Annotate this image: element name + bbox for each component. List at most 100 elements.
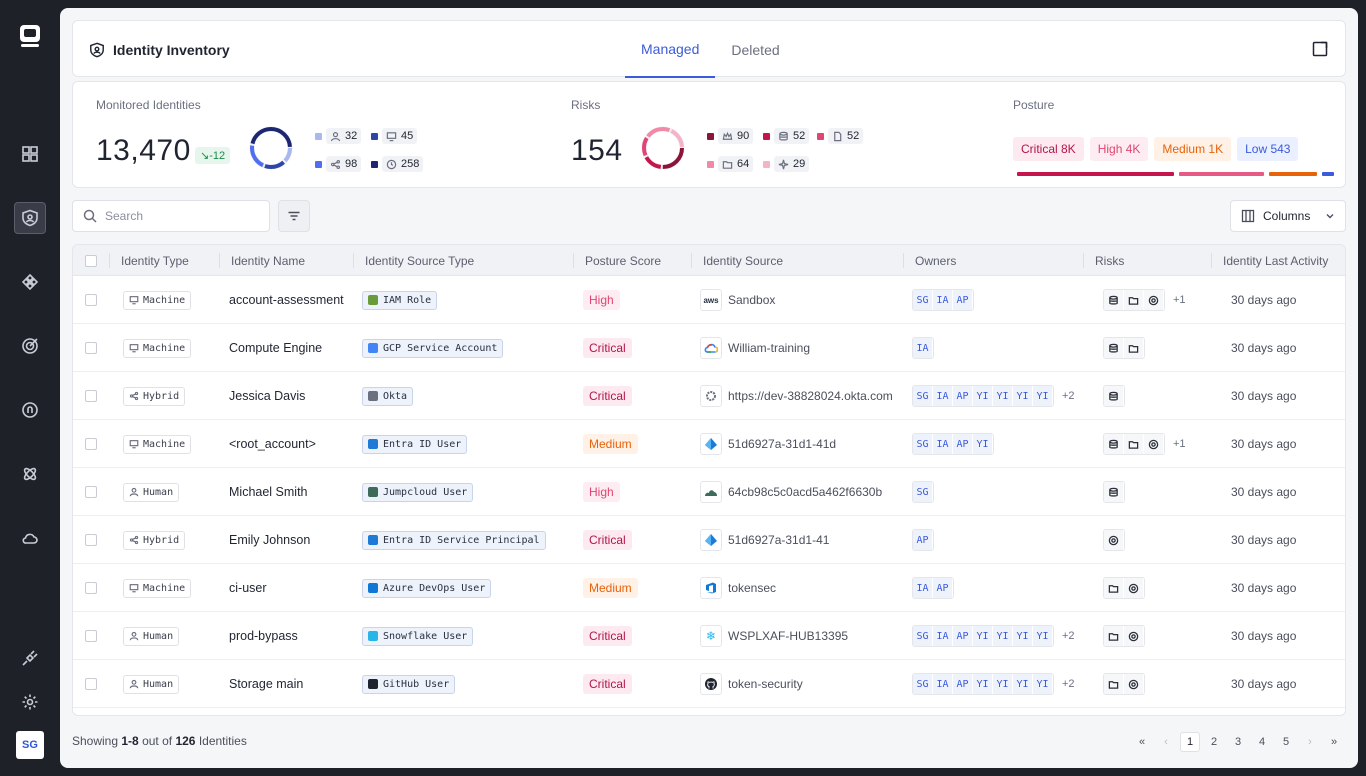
next-page-icon[interactable]: ›	[1308, 736, 1312, 748]
user-avatar[interactable]: SG	[16, 731, 44, 759]
owner-badge[interactable]: IA	[913, 338, 933, 358]
identity-source-name[interactable]: WSPLXAF-HUB13395	[728, 629, 849, 643]
table-row[interactable]: Human Michael Smith Jumpcloud User High 64cb…	[73, 468, 1345, 516]
posture-low-badge[interactable]: Low 543	[1237, 137, 1299, 161]
identity-name-link[interactable]: ci-user	[229, 581, 267, 595]
identity-source-name[interactable]: token-security	[728, 677, 803, 691]
owner-badge[interactable]: IA	[933, 626, 953, 646]
atom-icon[interactable]	[14, 458, 46, 490]
tab-deleted[interactable]: Deleted	[731, 41, 780, 58]
identity-name-link[interactable]: Emily Johnson	[229, 533, 311, 547]
posture-critical-badge[interactable]: Critical 8K	[1013, 137, 1084, 161]
column-header[interactable]: Owners	[915, 253, 957, 268]
row-checkbox[interactable]	[85, 678, 97, 690]
column-header[interactable]: Identity Name	[231, 253, 306, 268]
row-checkbox[interactable]	[85, 438, 97, 450]
row-checkbox[interactable]	[85, 294, 97, 306]
owner-badge[interactable]: YI	[1033, 386, 1053, 406]
identity-name-link[interactable]: Jessica Davis	[229, 389, 306, 403]
owner-badge[interactable]: SG	[913, 386, 933, 406]
owner-badge[interactable]: SG	[913, 482, 933, 502]
columns-button[interactable]: Columns	[1230, 200, 1346, 232]
risk-badge[interactable]	[1124, 434, 1144, 454]
risk-badge[interactable]	[1124, 674, 1144, 694]
app-logo-icon[interactable]	[18, 24, 42, 48]
filter-button[interactable]	[278, 200, 310, 232]
column-header[interactable]: Risks	[1095, 253, 1125, 268]
more-risks-count[interactable]: +1	[1173, 294, 1186, 306]
owner-badge[interactable]: IA	[933, 290, 953, 310]
owner-badge[interactable]: YI	[993, 386, 1013, 406]
owner-badge[interactable]: YI	[1013, 626, 1033, 646]
column-header[interactable]: Posture Score	[585, 253, 662, 268]
row-checkbox[interactable]	[85, 390, 97, 402]
posture-medium-badge[interactable]: Medium 1K	[1154, 137, 1232, 161]
last-page-icon[interactable]: »	[1330, 736, 1338, 748]
select-all-checkbox[interactable]	[85, 254, 97, 267]
owner-badge[interactable]: AP	[913, 530, 933, 550]
owner-badge[interactable]: IA	[933, 674, 953, 694]
owner-badge[interactable]: AP	[953, 434, 973, 454]
identity-name-link[interactable]: Storage main	[229, 677, 304, 691]
identity-name-link[interactable]: prod-bypass	[229, 629, 298, 643]
owner-badge[interactable]: YI	[973, 626, 993, 646]
search-input[interactable]	[105, 209, 255, 223]
expand-icon[interactable]	[1311, 40, 1329, 58]
owner-badge[interactable]: YI	[973, 434, 993, 454]
owner-badge[interactable]: YI	[993, 674, 1013, 694]
table-row[interactable]: Machine Compute Engine GCP Service Account…	[73, 324, 1345, 372]
identity-source-name[interactable]: 64cb98c5c0acd5a462f6630b	[728, 485, 883, 499]
prev-page-icon[interactable]: ‹	[1164, 736, 1168, 748]
identity-name-link[interactable]: Compute Engine	[229, 341, 323, 355]
owner-badge[interactable]: IA	[933, 386, 953, 406]
integrations-icon[interactable]	[14, 266, 46, 298]
table-row[interactable]: Human Storage main GitHub User Critical toke…	[73, 660, 1345, 708]
risk-badge[interactable]	[1124, 626, 1144, 646]
owner-badge[interactable]: YI	[1013, 386, 1033, 406]
owner-badge[interactable]: YI	[993, 626, 1013, 646]
identity-source-name[interactable]: 51d6927a-31d1-41d	[728, 437, 837, 451]
identity-name-link[interactable]: account-assessment	[229, 293, 344, 307]
tab-managed[interactable]: Managed	[625, 21, 716, 78]
more-owners-count[interactable]: +2	[1062, 678, 1075, 690]
identity-name-link[interactable]: <root_account>	[229, 437, 316, 451]
owner-badge[interactable]: AP	[953, 626, 973, 646]
row-checkbox[interactable]	[85, 342, 97, 354]
risk-badge[interactable]	[1124, 578, 1144, 598]
identity-name-link[interactable]: Michael Smith	[229, 485, 308, 499]
page-button[interactable]: 2	[1210, 736, 1218, 748]
owner-badge[interactable]: YI	[973, 674, 993, 694]
identity-shield-icon[interactable]	[14, 202, 46, 234]
more-owners-count[interactable]: +2	[1062, 390, 1075, 402]
identity-source-name[interactable]: 51d6927a-31d1-41	[728, 533, 830, 547]
owner-badge[interactable]: IA	[913, 578, 933, 598]
page-button[interactable]: 3	[1234, 736, 1242, 748]
risk-badge[interactable]	[1104, 338, 1124, 358]
owner-badge[interactable]: AP	[953, 290, 973, 310]
row-checkbox[interactable]	[85, 582, 97, 594]
identity-source-name[interactable]: Sandbox	[728, 293, 776, 307]
more-owners-count[interactable]: +2	[1062, 630, 1075, 642]
owner-badge[interactable]: AP	[953, 674, 973, 694]
row-checkbox[interactable]	[85, 486, 97, 498]
table-row[interactable]: Hybrid Emily Johnson Entra ID Service Prin…	[73, 516, 1345, 564]
target-icon[interactable]	[14, 330, 46, 362]
identity-source-name[interactable]: William-training	[728, 341, 811, 355]
column-header[interactable]: Identity Source Type	[365, 253, 475, 268]
owner-badge[interactable]: AP	[953, 386, 973, 406]
risk-badge[interactable]	[1104, 626, 1124, 646]
lock-circle-icon[interactable]	[14, 394, 46, 426]
risk-badge[interactable]	[1104, 386, 1124, 406]
more-risks-count[interactable]: +1	[1173, 438, 1186, 450]
risk-badge[interactable]	[1124, 290, 1144, 310]
page-button[interactable]: 1	[1180, 732, 1200, 752]
table-row[interactable]: Machine account-assessment IAM Role High aws…	[73, 276, 1345, 324]
posture-high-badge[interactable]: High 4K	[1089, 137, 1149, 161]
risk-badge[interactable]	[1104, 578, 1124, 598]
owner-badge[interactable]: SG	[913, 290, 933, 310]
identity-source-name[interactable]: tokensec	[728, 581, 777, 595]
owner-badge[interactable]: SG	[913, 434, 933, 454]
row-checkbox[interactable]	[85, 630, 97, 642]
owner-badge[interactable]: SG	[913, 674, 933, 694]
table-row[interactable]: Machine ci-user Azure DevOps User Medium tok…	[73, 564, 1345, 612]
